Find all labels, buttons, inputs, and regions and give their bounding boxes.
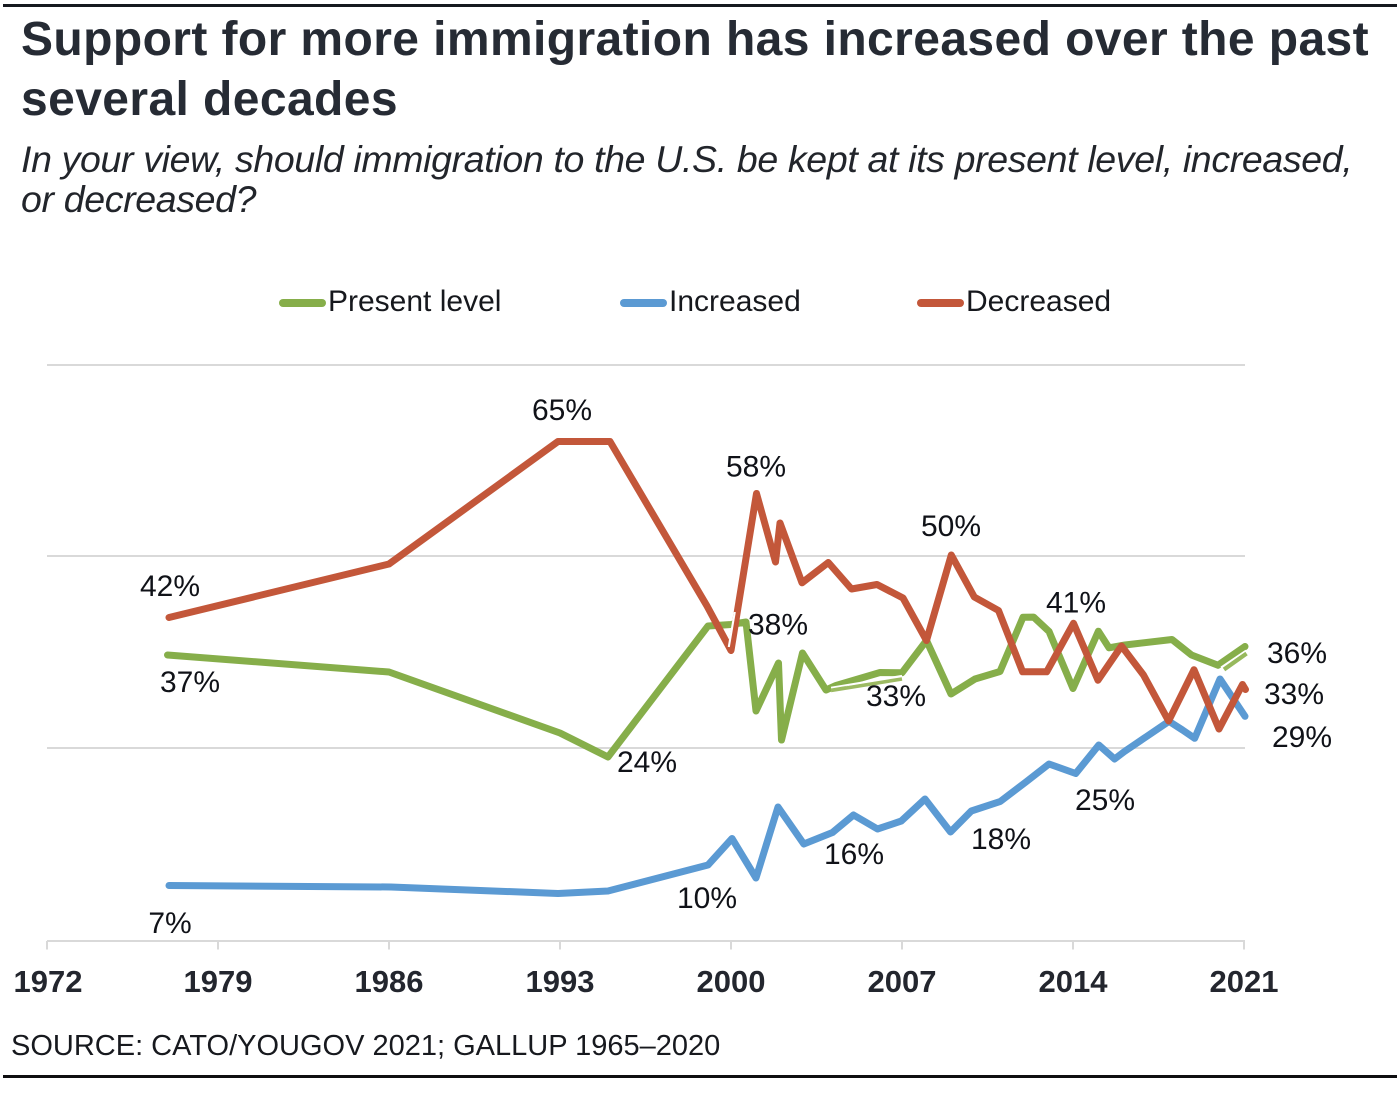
svg-text:18%: 18% [971,823,1031,856]
svg-text:42%: 42% [140,570,200,603]
svg-text:65%: 65% [532,394,592,427]
svg-text:50%: 50% [921,510,981,543]
svg-text:58%: 58% [726,451,786,484]
svg-text:1972: 1972 [14,964,83,999]
svg-text:38%: 38% [748,609,808,642]
svg-text:36%: 36% [1267,637,1327,670]
svg-text:16%: 16% [824,838,884,871]
svg-text:24%: 24% [617,746,677,779]
svg-text:37%: 37% [160,666,220,699]
svg-text:25%: 25% [1075,784,1135,817]
svg-text:2021: 2021 [1210,964,1279,999]
svg-text:7%: 7% [148,907,191,940]
svg-text:29%: 29% [1272,721,1332,754]
svg-text:1993: 1993 [526,964,595,999]
svg-text:2000: 2000 [697,964,766,999]
svg-text:1979: 1979 [184,964,253,999]
svg-text:10%: 10% [677,882,737,915]
svg-text:2014: 2014 [1039,964,1109,999]
svg-text:41%: 41% [1046,587,1106,620]
svg-text:1986: 1986 [355,964,424,999]
svg-text:33%: 33% [1264,678,1324,711]
svg-text:33%: 33% [866,680,926,713]
svg-text:2007: 2007 [868,964,937,999]
